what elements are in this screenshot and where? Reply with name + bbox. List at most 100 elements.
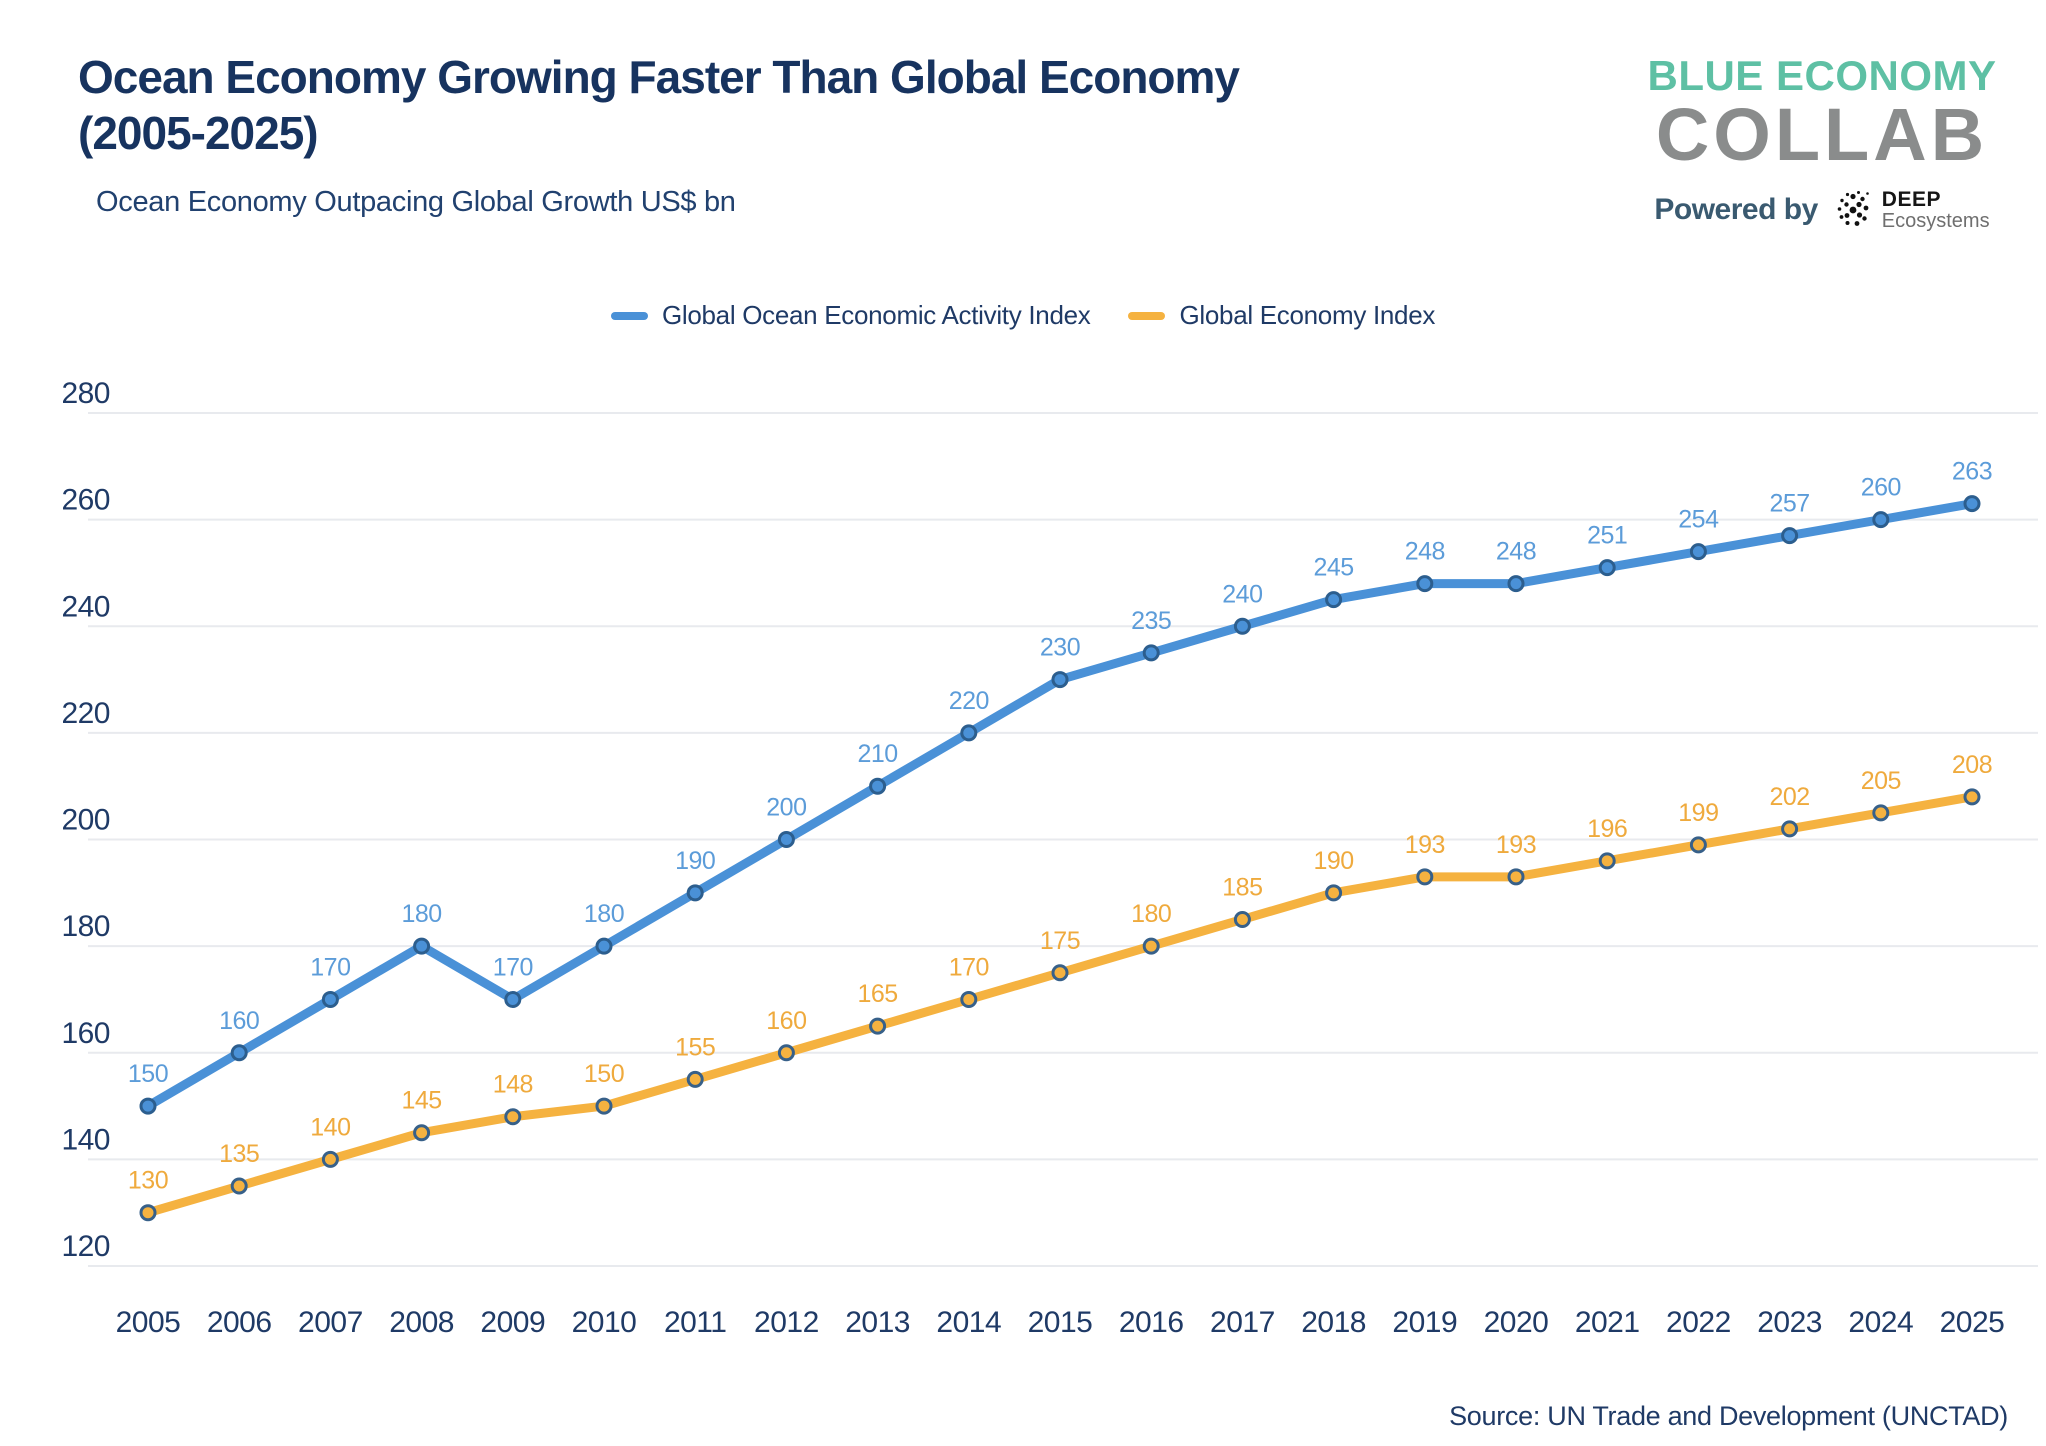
x-tick-labels: 2005 2006 2007 2008 2009 2010 2011 2012 2013 2014… <box>116 1306 2005 1339</box>
logo-collab-text: COLLAB <box>1655 93 1989 176</box>
data-label-global-economy-index: 205 <box>1861 767 1901 795</box>
svg-text:220: 220 <box>61 697 110 730</box>
data-label-global-ocean-economic-activity-index: 254 <box>1678 506 1719 534</box>
data-label-global-economy-index: 135 <box>219 1140 259 1168</box>
ocean-index-swatch <box>610 311 648 320</box>
svg-text:2011: 2011 <box>664 1306 727 1339</box>
svg-text:200: 200 <box>61 804 110 837</box>
svg-text:2012: 2012 <box>754 1306 819 1339</box>
svg-text:2024: 2024 <box>1848 1306 1913 1339</box>
series-global-ocean-economic-activity-index: 150 160 170 180 170 180 190 200 210 220 230 235 240 2… <box>128 458 1993 1115</box>
data-label-global-ocean-economic-activity-index: 263 <box>1952 458 1992 486</box>
ecosystems-label: Ecosystems <box>1881 209 1990 232</box>
marker-global-ocean-economic-activity-index <box>686 884 704 902</box>
svg-text:160: 160 <box>61 1017 110 1050</box>
marker-global-ocean-economic-activity-index <box>413 937 431 955</box>
data-label-global-economy-index: 130 <box>128 1167 168 1195</box>
marker-global-economy-index <box>1051 964 1069 982</box>
marker-global-economy-index <box>1507 868 1525 886</box>
svg-text:2010: 2010 <box>572 1306 637 1339</box>
marker-global-economy-index <box>595 1097 613 1115</box>
data-label-global-ocean-economic-activity-index: 200 <box>766 794 806 822</box>
marker-global-economy-index <box>1142 937 1160 955</box>
svg-text:2025: 2025 <box>1940 1306 2005 1339</box>
legend-item-ocean-index: Global Ocean Economic Activity Index <box>610 300 1091 331</box>
data-label-global-economy-index: 193 <box>1405 831 1445 859</box>
data-label-global-ocean-economic-activity-index: 220 <box>949 687 989 715</box>
svg-text:2018: 2018 <box>1301 1306 1366 1339</box>
ocean-index-label: Global Ocean Economic Activity Index <box>661 300 1091 330</box>
marker-global-ocean-economic-activity-index <box>1051 671 1069 689</box>
page-title: Ocean Economy Growing Faster Than Global… <box>78 49 1278 161</box>
marker-global-economy-index <box>777 1044 795 1062</box>
data-label-global-economy-index: 155 <box>675 1033 715 1061</box>
data-label-global-ocean-economic-activity-index: 210 <box>857 740 897 768</box>
svg-text:2021: 2021 <box>1575 1306 1640 1339</box>
svg-text:2006: 2006 <box>207 1306 272 1339</box>
data-label-global-economy-index: 140 <box>310 1113 350 1141</box>
marker-global-ocean-economic-activity-index <box>869 777 887 795</box>
svg-text:140: 140 <box>61 1123 110 1156</box>
data-label-global-ocean-economic-activity-index: 180 <box>401 900 441 928</box>
marker-global-ocean-economic-activity-index <box>1507 575 1525 593</box>
data-label-global-economy-index: 193 <box>1496 831 1536 859</box>
marker-global-economy-index <box>413 1124 431 1142</box>
data-label-global-economy-index: 160 <box>766 1007 806 1035</box>
marker-global-ocean-economic-activity-index <box>139 1097 157 1115</box>
data-label-global-ocean-economic-activity-index: 190 <box>675 847 715 875</box>
svg-text:2019: 2019 <box>1392 1306 1457 1339</box>
marker-global-ocean-economic-activity-index <box>595 937 613 955</box>
line-global-economy-index <box>143 792 1977 1218</box>
marker-global-economy-index <box>686 1070 704 1088</box>
marker-global-economy-index <box>960 990 978 1008</box>
svg-text:2009: 2009 <box>480 1306 545 1339</box>
svg-text:2013: 2013 <box>845 1306 910 1339</box>
marker-global-ocean-economic-activity-index <box>1416 575 1434 593</box>
marker-global-ocean-economic-activity-index <box>1689 543 1707 561</box>
data-label-global-ocean-economic-activity-index: 170 <box>493 953 533 981</box>
data-label-global-economy-index: 185 <box>1222 873 1262 901</box>
logo-blue-economy-text: BLUE ECONOMY <box>1647 52 1997 99</box>
data-label-global-ocean-economic-activity-index: 230 <box>1040 634 1080 662</box>
data-label-global-ocean-economic-activity-index: 257 <box>1769 490 1809 518</box>
marker-global-economy-index <box>1781 820 1799 838</box>
data-label-global-ocean-economic-activity-index: 245 <box>1313 554 1353 582</box>
data-label-global-economy-index: 208 <box>1952 751 1992 779</box>
marker-global-ocean-economic-activity-index <box>777 831 795 848</box>
marker-global-economy-index <box>1872 804 1890 822</box>
deep-ecosystems-lockup: DEEP Ecosystems <box>1830 187 1990 233</box>
data-label-global-economy-index: 202 <box>1769 783 1809 811</box>
svg-text:2014: 2014 <box>936 1306 1001 1339</box>
svg-text:2022: 2022 <box>1666 1306 1731 1339</box>
marker-global-ocean-economic-activity-index <box>1142 644 1160 662</box>
deep-label: DEEP <box>1881 188 1941 212</box>
svg-text:2008: 2008 <box>389 1306 454 1339</box>
svg-text:2023: 2023 <box>1757 1306 1822 1339</box>
svg-text:2015: 2015 <box>1028 1306 1093 1339</box>
marker-global-economy-index <box>230 1177 248 1195</box>
data-label-global-economy-index: 170 <box>949 953 989 981</box>
data-label-global-ocean-economic-activity-index: 170 <box>310 953 350 981</box>
marker-global-ocean-economic-activity-index <box>1963 495 1981 513</box>
legend-item-global-economy: Global Economy Index <box>1128 300 1435 331</box>
powered-by-row: Powered by DEEP <box>1654 187 1989 233</box>
marker-global-economy-index <box>321 1150 339 1168</box>
dots-cluster-icon <box>1837 191 1869 226</box>
marker-global-economy-index <box>1325 884 1343 902</box>
data-label-global-economy-index: 175 <box>1040 927 1080 955</box>
source-note: Source: UN Trade and Development (UNCTAD… <box>1449 1401 2008 1431</box>
data-label-global-ocean-economic-activity-index: 180 <box>584 900 624 928</box>
powered-by-label: Powered by <box>1654 193 1818 226</box>
marker-global-ocean-economic-activity-index <box>1872 511 1890 529</box>
marker-global-economy-index <box>1689 836 1707 854</box>
marker-global-economy-index <box>504 1108 522 1126</box>
chart-subtitle: Ocean Economy Outpacing Global Growth US… <box>96 186 736 218</box>
data-label-global-economy-index: 180 <box>1131 900 1171 928</box>
data-label-global-ocean-economic-activity-index: 251 <box>1587 522 1627 550</box>
page-title-line2: (2005-2025) <box>78 106 319 159</box>
svg-text:180: 180 <box>61 910 110 943</box>
svg-text:2007: 2007 <box>298 1306 363 1339</box>
svg-text:2017: 2017 <box>1210 1306 1275 1339</box>
